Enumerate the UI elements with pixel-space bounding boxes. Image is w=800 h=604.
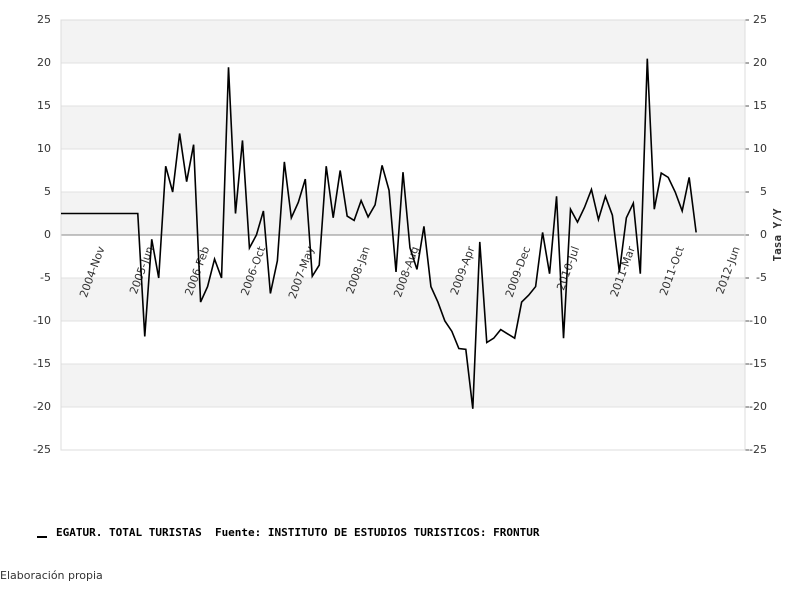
legend-label: EGATUR. TOTAL TURISTAS Fuente: INSTITUTO… [56,526,540,539]
y2-tick-label: -15 [749,357,767,370]
y-tick-label: -25 [33,443,51,456]
y-tick-label: 10 [37,142,51,155]
y2-axis-title: Tasa Y/Y [771,208,784,261]
y-tick-label: -20 [33,400,51,413]
grid-band [61,192,745,235]
y2-tick-label: -5 [756,271,767,284]
y-tick-label: -15 [33,357,51,370]
grid-band [61,106,745,149]
y-tick-label: 0 [44,228,51,241]
y-tick-label: -5 [40,271,51,284]
y2-tick-label: 15 [753,99,767,112]
y2-tick-label: 0 [760,228,767,241]
y2-tick-label: 5 [760,185,767,198]
y-tick-label: 5 [44,185,51,198]
y-tick-label: 25 [37,13,51,26]
y-tick-label: 20 [37,56,51,69]
y2-tick-label: -10 [749,314,767,327]
data-line [61,58,697,409]
y2-tick-label: 10 [753,142,767,155]
grid-band [61,364,745,407]
y2-tick-label: -20 [749,400,767,413]
y2-tick-label: -25 [749,443,767,456]
plot-border [60,19,746,451]
footer: Elaboración propia [0,569,103,582]
grid-band [61,20,745,63]
grid-band [61,278,745,321]
y-tick-label: -10 [33,314,51,327]
y-tick-label: 15 [37,99,51,112]
y2-tick-label: 25 [753,13,767,26]
y2-tick-label: 20 [753,56,767,69]
